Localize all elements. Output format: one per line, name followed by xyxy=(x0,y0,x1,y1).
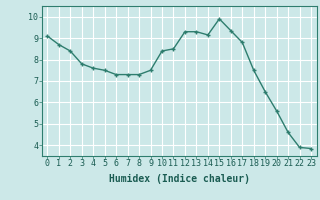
X-axis label: Humidex (Indice chaleur): Humidex (Indice chaleur) xyxy=(109,174,250,184)
